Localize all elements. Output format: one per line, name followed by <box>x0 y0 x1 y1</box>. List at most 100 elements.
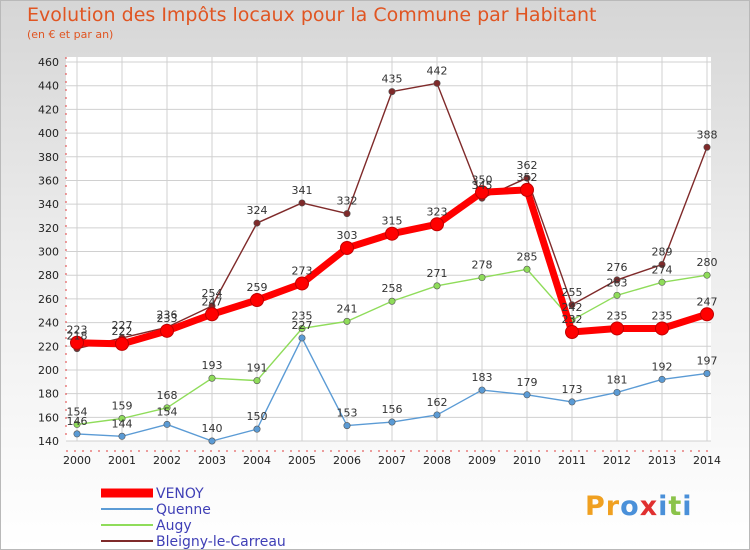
data-label-augy: 285 <box>517 250 538 263</box>
data-label-augy: 154 <box>67 405 88 418</box>
data-label-quenne: 146 <box>67 415 88 428</box>
data-point-quenne <box>343 422 351 430</box>
data-label-venoy: 222 <box>112 325 133 338</box>
data-label-venoy: 235 <box>607 309 628 322</box>
y-tick-label: 440 <box>38 80 59 93</box>
chart-title: Evolution des Impôts locaux pour la Comm… <box>27 4 597 26</box>
data-point-augy <box>298 324 306 332</box>
data-label-augy: 242 <box>562 301 583 314</box>
x-tick-label: 2013 <box>648 454 676 467</box>
data-label-augy: 168 <box>157 389 178 402</box>
data-label-augy: 263 <box>607 276 628 289</box>
y-tick-label: 220 <box>38 340 59 353</box>
data-point-venoy <box>70 335 84 350</box>
data-point-augy <box>208 374 216 382</box>
data-label-augy: 191 <box>247 362 268 375</box>
legend-label-augy: Augy <box>156 518 192 534</box>
data-point-venoy <box>250 293 264 308</box>
data-label-bleigny-le-carreau: 236 <box>157 308 178 321</box>
data-point-bleigny-le-carreau <box>433 79 441 87</box>
data-point-augy <box>253 377 261 385</box>
data-point-augy <box>523 265 531 273</box>
x-tick-label: 2014 <box>693 454 721 467</box>
data-label-quenne: 153 <box>337 407 358 420</box>
data-point-quenne <box>613 388 621 396</box>
y-tick-label: 420 <box>38 103 59 116</box>
data-label-bleigny-le-carreau: 255 <box>562 286 583 299</box>
y-tick-label: 200 <box>38 364 59 377</box>
data-label-augy: 271 <box>427 267 448 280</box>
data-point-venoy <box>385 226 399 241</box>
data-point-augy <box>478 274 486 282</box>
data-point-bleigny-le-carreau <box>523 174 531 182</box>
data-label-venoy: 232 <box>562 313 583 326</box>
data-label-venoy: 235 <box>652 309 673 322</box>
data-point-quenne <box>523 391 531 399</box>
data-point-bleigny-le-carreau <box>298 199 306 207</box>
data-label-bleigny-le-carreau: 345 <box>472 179 493 192</box>
data-label-venoy: 247 <box>697 295 718 308</box>
y-tick-label: 400 <box>38 127 59 140</box>
y-tick-label: 320 <box>38 222 59 235</box>
data-label-quenne: 197 <box>697 354 718 367</box>
data-label-bleigny-le-carreau: 388 <box>697 128 718 141</box>
data-label-bleigny-le-carreau: 218 <box>67 330 88 343</box>
data-label-venoy: 259 <box>247 281 268 294</box>
y-tick-label: 160 <box>38 411 59 424</box>
data-point-bleigny-le-carreau <box>388 88 396 96</box>
data-label-quenne: 156 <box>382 403 403 416</box>
plot-area <box>66 57 711 441</box>
x-tick-label: 2012 <box>603 454 631 467</box>
data-point-quenne <box>658 375 666 383</box>
data-label-augy: 258 <box>382 282 403 295</box>
data-label-venoy: 247 <box>202 295 223 308</box>
data-point-quenne <box>118 432 126 440</box>
x-tick-label: 2001 <box>108 454 136 467</box>
legend-label-bleigny-le-carreau: Bleigny-le-Carreau <box>156 534 286 549</box>
data-point-augy <box>703 271 711 279</box>
data-label-quenne: 192 <box>652 360 673 373</box>
data-label-quenne: 173 <box>562 383 583 396</box>
data-point-venoy <box>655 321 669 336</box>
y-tick-label: 340 <box>38 198 59 211</box>
data-point-quenne <box>298 334 306 342</box>
data-point-venoy <box>700 307 714 322</box>
data-point-venoy <box>475 185 489 200</box>
data-point-quenne <box>568 398 576 406</box>
data-label-quenne: 140 <box>202 422 223 435</box>
y-tick-label: 280 <box>38 269 59 282</box>
data-label-quenne: 227 <box>292 319 313 332</box>
data-label-venoy: 323 <box>427 205 448 218</box>
legend-label-venoy: VENOY <box>156 486 204 502</box>
data-point-quenne <box>163 420 171 428</box>
data-point-augy <box>163 404 171 412</box>
data-point-quenne <box>253 425 261 433</box>
data-point-venoy <box>340 240 354 255</box>
data-point-bleigny-le-carreau <box>253 219 261 227</box>
data-label-venoy: 223 <box>67 324 88 337</box>
data-label-quenne: 181 <box>607 373 628 386</box>
data-label-quenne: 162 <box>427 396 448 409</box>
chart-subtitle: (en € et par an) <box>27 28 114 41</box>
x-tick-label: 2011 <box>558 454 586 467</box>
data-label-bleigny-le-carreau: 362 <box>517 159 538 172</box>
data-label-bleigny-le-carreau: 254 <box>202 287 223 300</box>
data-point-augy <box>343 317 351 325</box>
data-point-venoy <box>610 321 624 336</box>
data-label-venoy: 303 <box>337 229 358 242</box>
data-label-bleigny-le-carreau: 324 <box>247 204 268 217</box>
data-point-augy <box>118 414 126 422</box>
data-point-venoy <box>160 323 174 338</box>
data-point-venoy <box>295 276 309 291</box>
x-tick-label: 2008 <box>423 454 451 467</box>
data-label-venoy: 352 <box>517 171 538 184</box>
y-tick-label: 380 <box>38 151 59 164</box>
y-tick-label: 140 <box>38 435 59 448</box>
x-tick-label: 2002 <box>153 454 181 467</box>
data-point-augy <box>388 297 396 305</box>
data-point-augy <box>73 420 81 428</box>
data-label-venoy: 350 <box>472 173 493 186</box>
data-point-augy <box>658 278 666 286</box>
